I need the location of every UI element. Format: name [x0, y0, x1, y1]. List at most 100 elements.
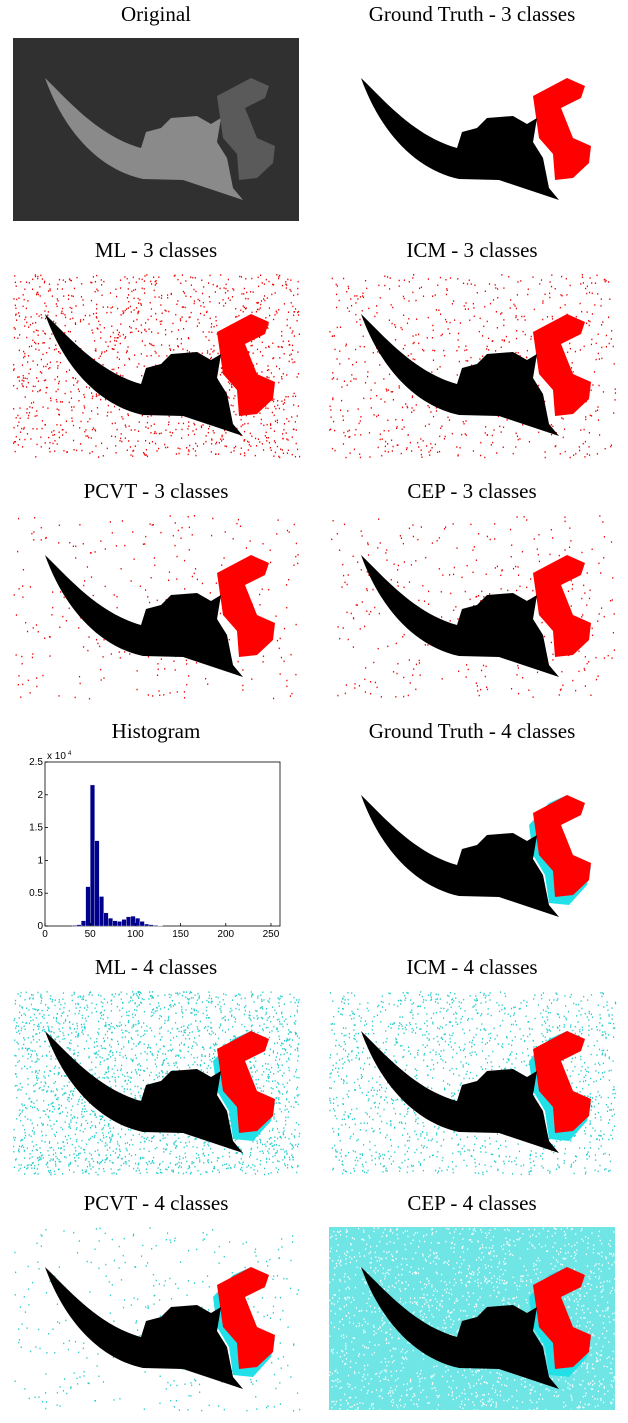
- speckle: [355, 349, 356, 351]
- speckle: [360, 628, 361, 630]
- speckle: [56, 424, 57, 426]
- speckle: [289, 1159, 290, 1161]
- speckle: [26, 412, 27, 414]
- speckle: [123, 312, 124, 314]
- speckle: [157, 995, 158, 997]
- speckle: [20, 1089, 21, 1091]
- speckle: [267, 408, 268, 410]
- speckle: [200, 1021, 201, 1023]
- speckle: [65, 1136, 66, 1138]
- speckle: [82, 1169, 83, 1171]
- speckle: [129, 282, 130, 284]
- speckle: [126, 352, 127, 354]
- speckle: [168, 1030, 169, 1032]
- speckle: [119, 1025, 120, 1027]
- speckle: [37, 276, 38, 278]
- speckle: [365, 667, 366, 669]
- speckle: [14, 368, 15, 370]
- speckle: [53, 1106, 54, 1108]
- speckle: [37, 1150, 38, 1152]
- speckle: [180, 283, 181, 285]
- speckle: [67, 1097, 68, 1099]
- speckle: [128, 440, 129, 442]
- speckle: [450, 277, 451, 279]
- speckle: [153, 277, 154, 279]
- speckle: [487, 689, 488, 691]
- speckle: [486, 573, 487, 575]
- speckle: [287, 439, 288, 441]
- speckle: [52, 1106, 53, 1108]
- speckle: [124, 338, 125, 340]
- speckle: [296, 320, 297, 322]
- speckle: [92, 429, 93, 431]
- speckle: [271, 1093, 272, 1095]
- speckle: [597, 453, 598, 455]
- speckle: [432, 325, 433, 327]
- speckle: [285, 281, 286, 283]
- speckle: [525, 334, 526, 336]
- speckle: [278, 519, 279, 521]
- speckle: [120, 657, 121, 659]
- speckle: [296, 624, 297, 626]
- speckle: [611, 330, 612, 332]
- speckle: [117, 308, 118, 310]
- speckle: [440, 277, 441, 279]
- speckle: [122, 310, 123, 312]
- speckle: [31, 994, 32, 996]
- speckle: [115, 1081, 116, 1083]
- speckle: [392, 307, 393, 309]
- speckle: [87, 1007, 88, 1009]
- speckle: [112, 1162, 113, 1164]
- speckle: [354, 449, 355, 451]
- speckle: [284, 1163, 285, 1165]
- speckle: [147, 319, 148, 321]
- speckle: [18, 1048, 19, 1050]
- speckle: [26, 1093, 27, 1095]
- speckle: [277, 1172, 278, 1174]
- speckle: [419, 662, 420, 664]
- speckle: [80, 1063, 81, 1065]
- speckle: [412, 292, 413, 294]
- speckle: [263, 298, 264, 300]
- speckle: [257, 1170, 258, 1172]
- speckle: [110, 1086, 111, 1088]
- speckle: [368, 554, 369, 556]
- speckle: [269, 1016, 270, 1018]
- speckle: [189, 527, 190, 529]
- speckle: [104, 1077, 105, 1079]
- speckle: [479, 695, 480, 697]
- speckle: [446, 288, 447, 290]
- speckle: [287, 1052, 288, 1054]
- speckle: [50, 998, 51, 1000]
- y-tick-label: 2.5: [29, 757, 43, 768]
- speckle: [26, 337, 27, 339]
- speckle: [410, 442, 411, 444]
- speckle: [278, 276, 279, 278]
- speckle: [283, 373, 284, 375]
- speckle: [126, 1015, 127, 1017]
- speckle: [110, 292, 111, 294]
- speckle: [485, 290, 486, 292]
- speckle: [348, 639, 349, 641]
- speckle: [281, 378, 282, 380]
- speckle: [48, 1155, 49, 1157]
- speckle: [203, 286, 204, 288]
- speckle: [37, 992, 38, 994]
- speckle: [257, 1147, 258, 1149]
- speckle: [404, 345, 405, 347]
- speckle: [149, 1003, 150, 1005]
- speckle: [50, 1035, 51, 1037]
- speckle: [465, 302, 466, 304]
- speckle: [38, 1009, 39, 1011]
- speckle: [164, 444, 165, 446]
- speckle: [458, 333, 459, 335]
- speckle: [49, 448, 50, 450]
- speckle: [152, 1015, 153, 1017]
- speckle: [140, 585, 141, 587]
- speckle: [158, 296, 159, 298]
- speckle: [412, 277, 413, 279]
- speckle: [70, 391, 71, 393]
- speckle: [28, 382, 29, 384]
- speckle: [36, 330, 37, 332]
- speckle: [337, 533, 338, 535]
